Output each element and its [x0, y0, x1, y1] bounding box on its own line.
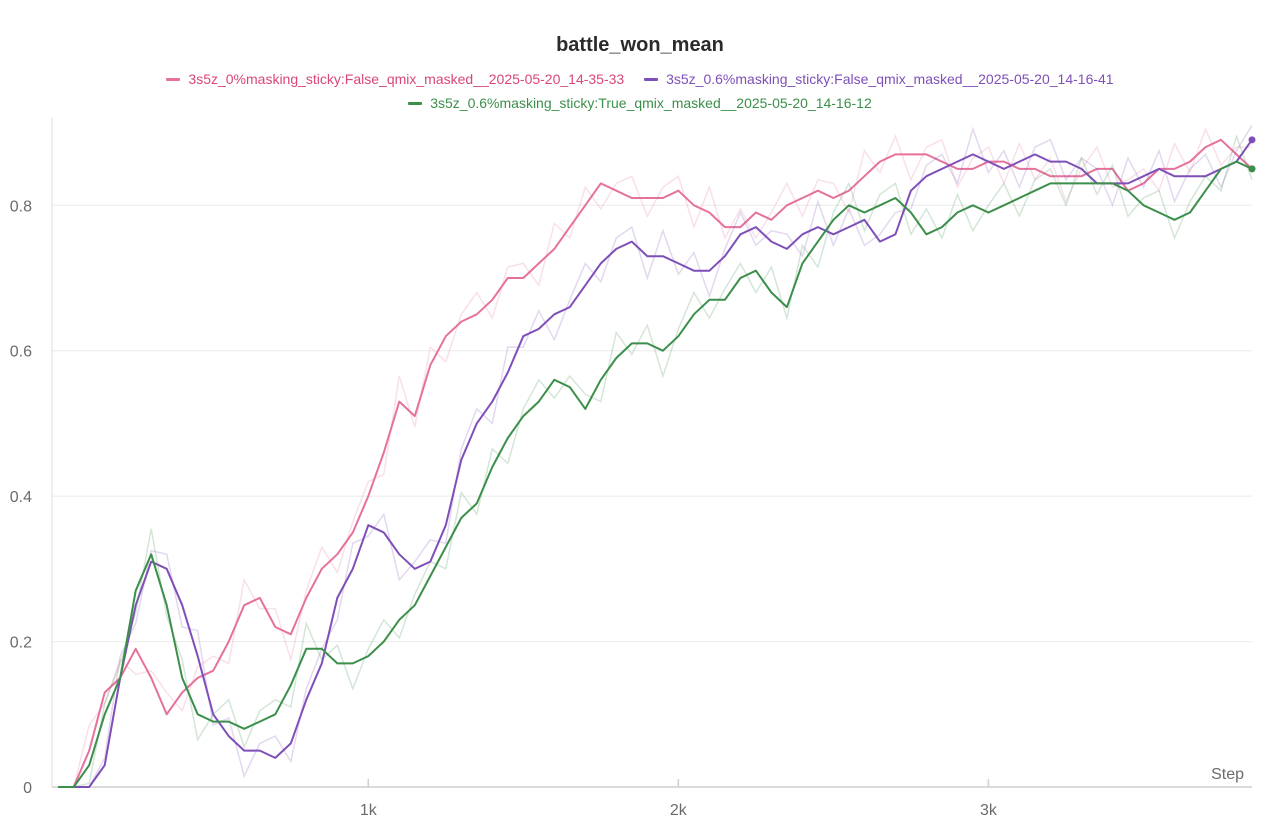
series-2-end-point — [1248, 136, 1256, 144]
legend-swatch-series-1 — [166, 78, 181, 81]
series-3-line — [58, 160, 1253, 788]
y-tick-label: 0.6 — [10, 344, 32, 361]
legend-row-1: 3s5z_0%masking_sticky:False_qmix_masked_… — [0, 66, 1280, 90]
legend-label-series-2: 3s5z_0.6%masking_sticky:False_qmix_maske… — [666, 71, 1114, 87]
series-1-line — [58, 138, 1253, 788]
y-tick-label: 0.4 — [10, 489, 32, 506]
legend-item-series-2[interactable]: 3s5z_0.6%masking_sticky:False_qmix_maske… — [644, 69, 1114, 90]
legend-row-2: 3s5z_0.6%masking_sticky:True_qmix_masked… — [0, 90, 1280, 114]
series-1[interactable] — [58, 126, 1256, 788]
legend-label-series-3: 3s5z_0.6%masking_sticky:True_qmix_masked… — [430, 95, 872, 111]
x-tick-label: 2k — [670, 802, 688, 819]
series-1-raw-line — [58, 126, 1252, 788]
series-3-raw-line — [58, 133, 1253, 788]
legend-swatch-series-3 — [408, 102, 423, 105]
series-3[interactable] — [58, 133, 1256, 788]
x-axis-label: Step — [1211, 766, 1244, 783]
chart-title: battle_won_mean — [556, 34, 724, 56]
series-3-end-point — [1248, 165, 1256, 173]
y-tick-label: 0.2 — [10, 635, 32, 652]
legend-label-series-1: 3s5z_0%masking_sticky:False_qmix_masked_… — [188, 71, 625, 87]
y-tick-label: 0.8 — [10, 198, 32, 215]
series-2-raw-line — [58, 124, 1253, 788]
legend-swatch-series-2 — [644, 78, 659, 81]
legend-item-series-3[interactable]: 3s5z_0.6%masking_sticky:True_qmix_masked… — [408, 93, 872, 114]
legend: 3s5z_0%masking_sticky:False_qmix_masked_… — [0, 66, 1280, 114]
legend-item-series-1[interactable]: 3s5z_0%masking_sticky:False_qmix_masked_… — [166, 69, 624, 90]
series-2-line — [58, 139, 1253, 788]
x-tick-label: 3k — [980, 802, 998, 819]
x-tick-label: 1k — [360, 802, 378, 819]
series-2[interactable] — [58, 124, 1256, 788]
y-tick-label: 0 — [23, 780, 32, 797]
